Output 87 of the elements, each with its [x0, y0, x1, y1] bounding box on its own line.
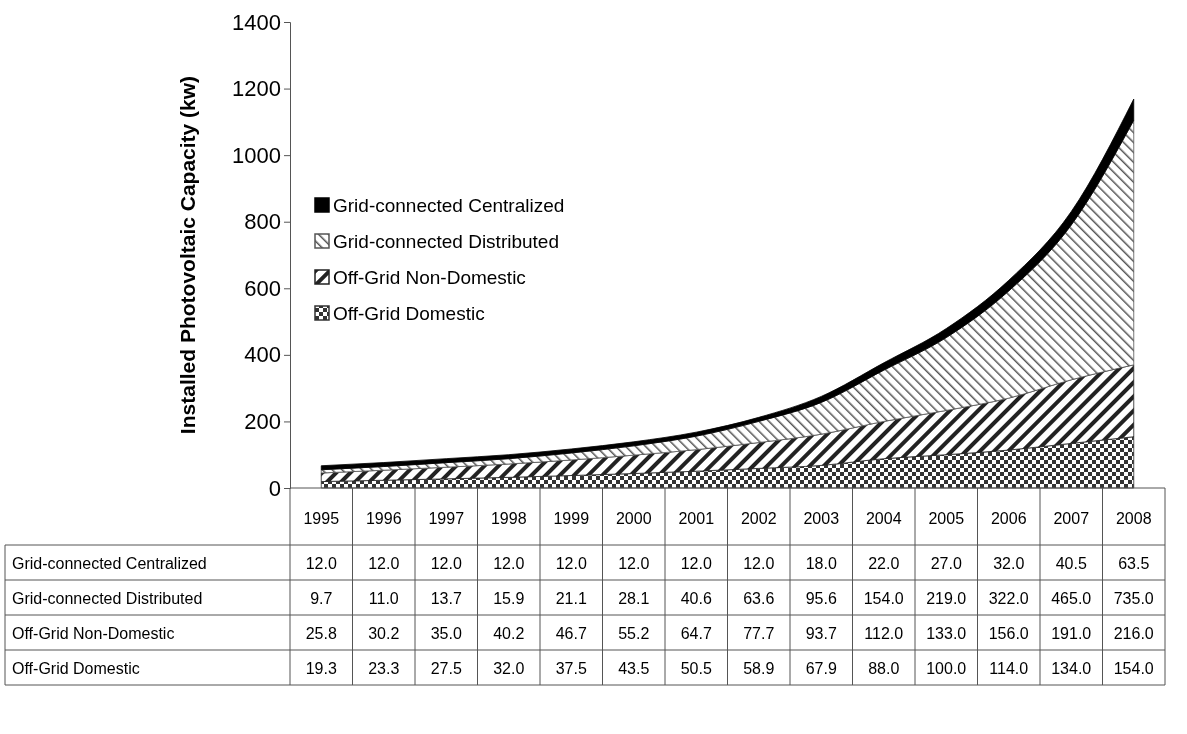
x-tick-label: 2007	[1053, 510, 1090, 527]
y-tick-label: 1000	[232, 142, 281, 168]
data-label: 100.0	[926, 660, 967, 677]
data-label: 134.0	[1051, 660, 1092, 677]
data-label: 58.9	[743, 660, 775, 677]
data-label: 88.0	[868, 660, 900, 677]
data-label: 28.1	[618, 590, 650, 607]
data-label: 9.7	[310, 590, 333, 607]
data-label: 30.2	[368, 625, 400, 642]
text: Off-Grid Non-Domestic	[12, 625, 175, 642]
text: Grid-connected Centralized	[12, 555, 207, 572]
data-label: 12.0	[618, 555, 650, 572]
data-label: 13.7	[430, 590, 462, 607]
data-label: 219.0	[926, 590, 967, 607]
x-tick-label: 2003	[803, 510, 840, 527]
data-label: 11.0	[368, 590, 399, 607]
data-label: 12.0	[680, 555, 712, 572]
legend-label: Grid-connected Centralized	[333, 195, 565, 216]
data-label: 12.0	[555, 555, 587, 572]
data-label: 40.5	[1055, 555, 1087, 572]
y-tick-label: 0	[268, 475, 281, 501]
data-label: 191.0	[1051, 625, 1092, 642]
legend-label: Off-Grid Domestic	[333, 303, 485, 324]
data-label: 12.0	[743, 555, 775, 572]
data-label: 322.0	[988, 590, 1029, 607]
data-label: 465.0	[1051, 590, 1092, 607]
data-label: 19.3	[305, 660, 337, 677]
x-tick-label: 2004	[865, 510, 902, 527]
x-tick-label: 2006	[990, 510, 1027, 527]
data-label: 40.6	[680, 590, 712, 607]
data-label: 154.0	[1113, 660, 1154, 677]
data-label: 15.9	[493, 590, 525, 607]
data-label: 27.5	[430, 660, 462, 677]
data-label: 93.7	[805, 625, 837, 642]
data-label: 64.7	[680, 625, 712, 642]
data-label: 55.2	[618, 625, 650, 642]
y-tick-label: 400	[244, 342, 281, 368]
data-label: 12.0	[493, 555, 525, 572]
y-tick-label: 1400	[232, 9, 281, 35]
data-label: 35.0	[430, 625, 462, 642]
data-label: 154.0	[863, 590, 904, 607]
data-label: 18.0	[805, 555, 837, 572]
x-tick-label: 2000	[615, 510, 652, 527]
text: Grid-connected Distributed	[12, 590, 203, 607]
data-label: 50.5	[680, 660, 712, 677]
legend-label: Grid-connected Distributed	[333, 231, 559, 252]
x-tick-label: 1998	[490, 510, 527, 527]
text: Off-Grid Domestic	[12, 660, 140, 677]
data-label: 77.7	[743, 625, 775, 642]
data-label: 12.0	[305, 555, 337, 572]
x-tick-label: 2008	[1115, 510, 1152, 527]
data-label: 216.0	[1113, 625, 1154, 642]
data-label: 112.0	[864, 625, 904, 642]
y-tick-label: 200	[244, 408, 281, 434]
data-label: 40.2	[493, 625, 525, 642]
x-tick-label: 1999	[553, 510, 590, 527]
y-tick-label: 800	[244, 209, 281, 235]
x-tick-label: 2001	[678, 510, 715, 527]
data-label: 114.0	[989, 660, 1029, 677]
data-label: 23.3	[368, 660, 400, 677]
data-label: 63.5	[1118, 555, 1150, 572]
y-tick-label: 600	[244, 275, 281, 301]
data-label: 43.5	[618, 660, 650, 677]
legend-label: Off-Grid Non-Domestic	[333, 267, 526, 288]
data-label: 27.0	[930, 555, 962, 572]
x-tick-label: 1995	[303, 510, 340, 527]
data-label: 37.5	[555, 660, 587, 677]
x-tick-label: 2005	[928, 510, 965, 527]
data-label: 63.6	[743, 590, 775, 607]
x-tick-label: 1996	[365, 510, 402, 527]
data-label: 12.0	[430, 555, 462, 572]
x-tick-label: 1997	[428, 510, 465, 527]
data-label: 25.8	[305, 625, 337, 642]
data-label: 32.0	[993, 555, 1025, 572]
data-label: 21.1	[555, 590, 587, 607]
y-tick-label: 1200	[232, 76, 281, 102]
data-label: 67.9	[805, 660, 837, 677]
data-label: 32.0	[493, 660, 525, 677]
data-label: 22.0	[868, 555, 900, 572]
data-label: 46.7	[555, 625, 587, 642]
x-tick-label: 2002	[740, 510, 777, 527]
data-label: 735.0	[1113, 590, 1154, 607]
data-label: 133.0	[926, 625, 967, 642]
y-axis-title: Installed Photovoltaic Capacity (kw)	[176, 75, 199, 435]
data-label: 95.6	[805, 590, 837, 607]
data-label: 12.0	[368, 555, 400, 572]
data-label: 156.0	[988, 625, 1029, 642]
